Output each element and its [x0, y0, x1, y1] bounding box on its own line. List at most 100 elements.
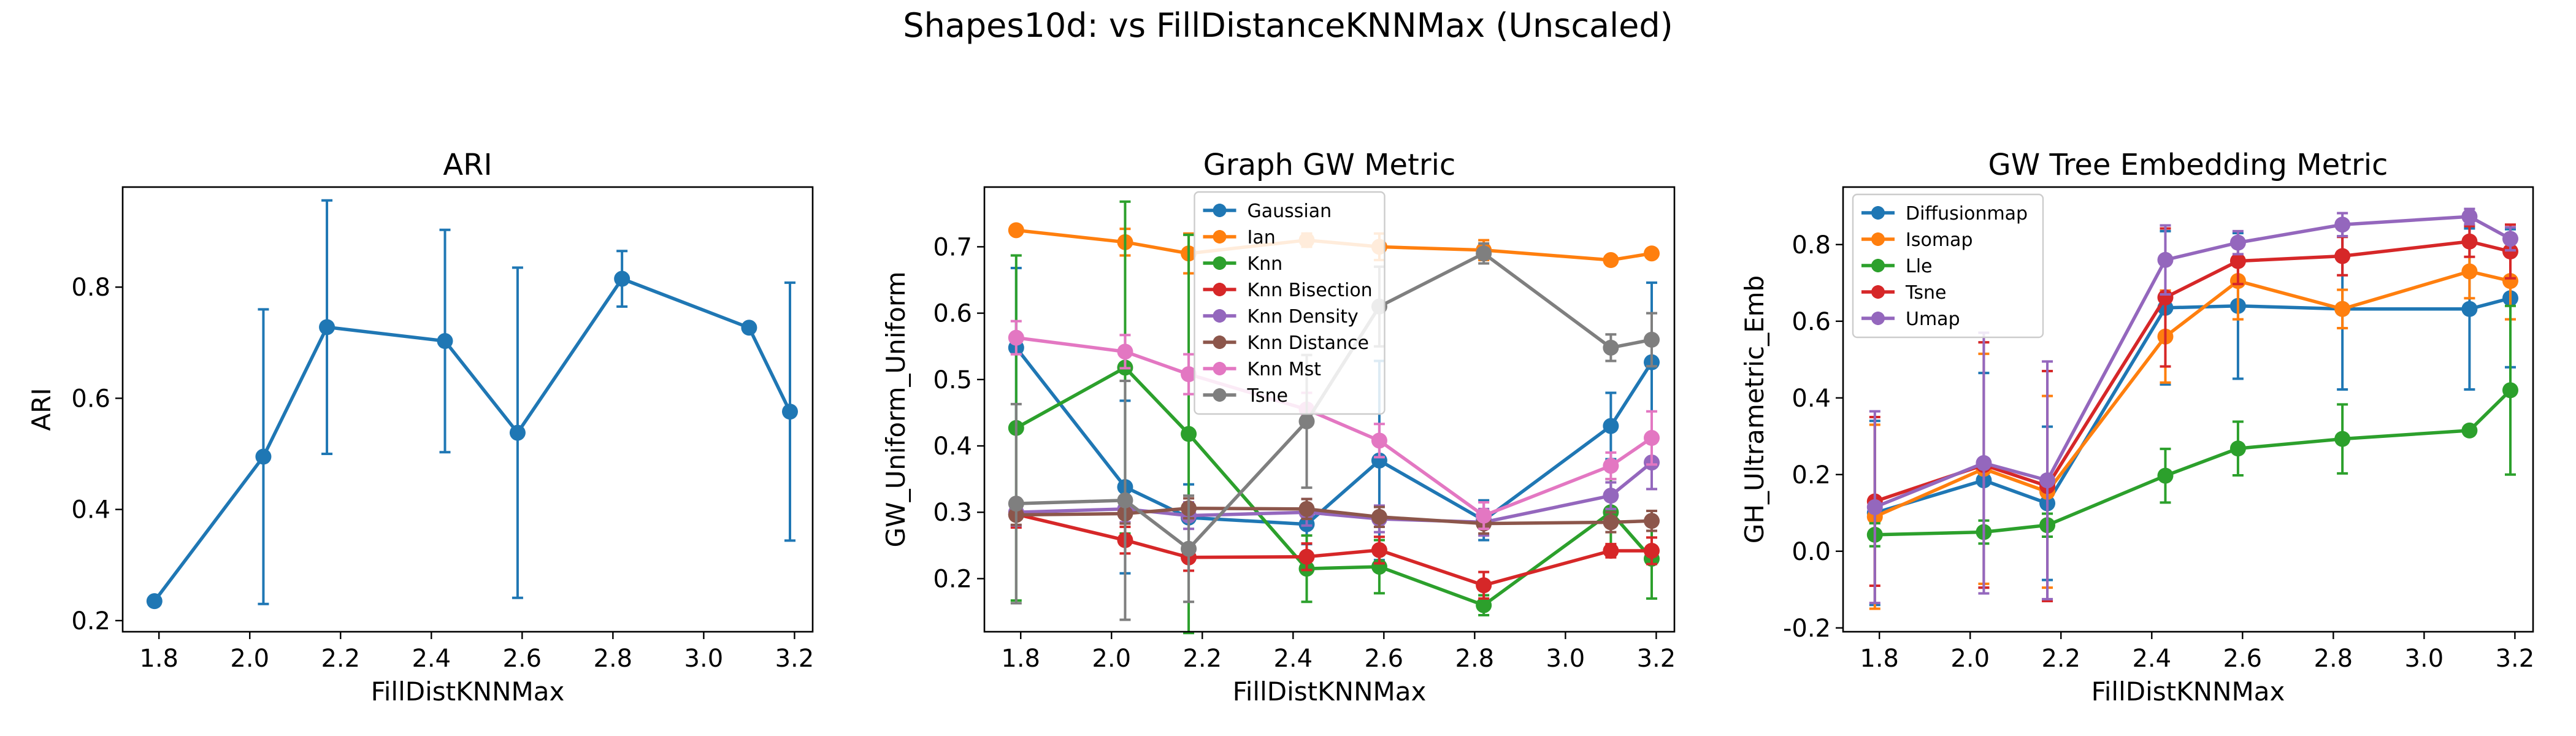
y-tick-label: 0.6 [1792, 308, 1831, 336]
series-group [1008, 200, 1660, 635]
data-point [2502, 273, 2518, 289]
data-point [1866, 499, 1883, 515]
x-tick-label: 2.6 [1365, 645, 1404, 673]
legend-swatch-marker [1213, 204, 1227, 217]
legend: Diffusionmap Isomap Lle Tsne Umap [1852, 193, 2044, 339]
data-point [1371, 542, 1387, 558]
legend-swatch-marker [1213, 335, 1227, 349]
x-axis-label: FillDistKNNMax [1233, 677, 1427, 707]
data-point [1603, 458, 1619, 474]
data-point [1476, 507, 1492, 524]
series-line [1874, 389, 2512, 537]
y-tick-label: 0.8 [71, 274, 110, 302]
chart-title: Graph GW Metric [1203, 148, 1456, 182]
legend-item-umap: Umap [1861, 309, 1960, 330]
data-point [2229, 440, 2246, 457]
x-tick-label: 3.0 [2405, 645, 2444, 673]
data-point [1603, 514, 1619, 531]
data-point [741, 320, 757, 336]
figure-suptitle: Shapes10d: vs FillDistanceKNNMax (Unscal… [903, 6, 1673, 45]
data-point [2334, 217, 2351, 233]
legend-item-lle: Lle [1861, 256, 1933, 277]
x-tick-label: 2.2 [1183, 645, 1222, 673]
data-point [2461, 263, 2478, 280]
y-tick-label: 0.5 [933, 366, 972, 394]
x-tick-label: 1.8 [1001, 645, 1040, 673]
data-point [1181, 366, 1197, 383]
series-group [1866, 207, 2518, 610]
legend-label: Lle [1906, 256, 1933, 277]
series-line [1874, 269, 2511, 519]
data-point [437, 333, 453, 350]
y-tick-label: 0.2 [71, 607, 110, 635]
legend-label: Diffusionmap [1906, 203, 2028, 224]
y-tick-label: 0.4 [933, 432, 972, 461]
data-point [2461, 233, 2478, 250]
data-point [2157, 467, 2174, 484]
legend-label: Tsne [1247, 385, 1288, 407]
x-tick-label: 2.0 [230, 645, 269, 673]
x-tick-label: 3.2 [2496, 645, 2535, 673]
x-tick-label: 1.8 [139, 645, 178, 673]
data-point [1371, 432, 1387, 449]
legend-item-tsne: Tsne [1861, 282, 1946, 304]
legend-label: Isomap [1906, 229, 1972, 251]
series-knn-mst [1008, 320, 1660, 531]
series-line [1014, 347, 1654, 526]
y-tick-label: 0.6 [71, 385, 110, 413]
y-tick-label: 0.2 [933, 565, 972, 593]
data-point [2461, 301, 2478, 317]
x-tick-label: 1.8 [1860, 645, 1899, 673]
data-point [1643, 245, 1660, 262]
data-point [2461, 209, 2478, 225]
data-point [2502, 231, 2518, 247]
data-point [1476, 245, 1492, 262]
legend-item-knn-density: Knn Density [1203, 306, 1359, 328]
legend-swatch-marker [1871, 285, 1885, 299]
data-point [1603, 418, 1619, 434]
legend-swatch-marker [1871, 232, 1885, 246]
y-tick-label: 0.7 [933, 233, 972, 261]
legend-item-knn-bisection: Knn Bisection [1203, 280, 1373, 301]
legend-item-isomap: Isomap [1861, 229, 1972, 251]
data-point [1643, 430, 1660, 447]
legend-swatch-marker [1213, 256, 1227, 270]
legend-label: Knn Density [1248, 306, 1359, 328]
data-point [2334, 248, 2351, 264]
chart-graph-gw-metric: Graph GW Metric 1.8 2.0 2.2 2.4 2.6 2.8 3.0 3.2 0… [881, 148, 1676, 707]
legend-label: Tsne [1905, 282, 1946, 304]
y-axis-label: GW_Uniform_Uniform [881, 272, 911, 548]
y-axis-label: ARI [26, 388, 56, 431]
chart-ari: ARI 1.8 2.0 2.2 2.4 2.6 2.8 3.0 3.2 0.2 0.4 0.6 0.8 F… [26, 148, 814, 707]
data-point [2334, 431, 2351, 447]
x-tick-label: 2.4 [412, 645, 451, 673]
legend-item-knn: Knn [1203, 253, 1282, 275]
legend-swatch-marker [1213, 362, 1227, 375]
data-point [1008, 329, 1024, 346]
legend-label: Gaussian [1248, 201, 1332, 222]
data-point [2461, 422, 2478, 439]
data-point [1298, 413, 1315, 429]
y-tick-label: 0.8 [1792, 231, 1831, 259]
x-tick-label: 3.0 [684, 645, 724, 673]
data-point [781, 404, 798, 420]
data-point [1298, 500, 1315, 517]
data-point [1643, 331, 1660, 348]
legend-swatch-marker [1213, 283, 1227, 296]
legend-item-gaussian: Gaussian [1203, 201, 1332, 222]
data-point [1643, 513, 1660, 529]
legend-frame [1194, 191, 1386, 415]
x-tick-label: 2.4 [2132, 645, 2171, 673]
series-line [1874, 215, 2512, 509]
plot-frame [1842, 186, 2534, 633]
series-line [1016, 506, 1652, 526]
plot-frame [121, 186, 814, 633]
legend-item-tsne: Tsne [1203, 385, 1288, 407]
data-point [614, 270, 631, 287]
series-line [1016, 512, 1652, 588]
data-point [1603, 488, 1619, 504]
x-tick-label: 2.0 [1950, 645, 1990, 673]
y-tick-label: 0.0 [1792, 538, 1831, 566]
x-axis-label: FillDistKNNMax [2091, 677, 2285, 707]
